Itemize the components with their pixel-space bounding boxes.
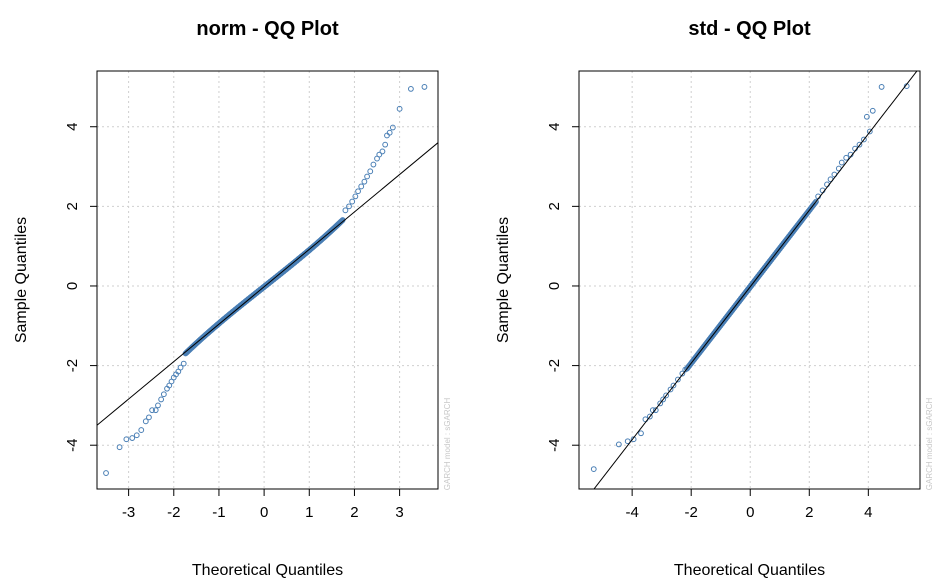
data-point [863, 113, 870, 120]
data-point [630, 436, 637, 443]
points [590, 83, 910, 473]
data-point [138, 427, 145, 433]
x-tick-label: -3 [122, 504, 135, 521]
data-point [346, 203, 352, 210]
data-point [376, 151, 383, 158]
data-point [364, 173, 370, 180]
y-axis-label: Sample Quantiles [13, 217, 30, 343]
data-point [158, 396, 165, 403]
x-tick-label: 2 [805, 504, 813, 521]
data-point [869, 107, 876, 114]
reference-line [97, 142, 438, 426]
data-point [660, 396, 667, 403]
data-point [379, 148, 386, 155]
data-point [342, 207, 349, 214]
data-point [116, 444, 123, 451]
y-tick-label: 0 [64, 282, 81, 290]
y-tick-label: -4 [546, 439, 563, 452]
data-point [861, 136, 867, 143]
reference-line [593, 71, 918, 489]
y-tick-label: -2 [546, 359, 563, 372]
x-tick-label: -2 [685, 504, 698, 521]
data-point [133, 432, 140, 439]
y-tick-label: -2 [64, 359, 81, 372]
data-point [866, 128, 873, 135]
y-axis-label: Sample Quantiles [495, 217, 512, 343]
data-point [675, 376, 681, 383]
data-point [367, 168, 374, 175]
model-watermark: GARCH model : sGARCH [925, 398, 934, 491]
plot-frame [96, 70, 439, 490]
x-axis-label: Theoretical Quantiles [674, 562, 825, 579]
data-point [812, 199, 819, 206]
data-point [670, 382, 677, 389]
data-point [421, 84, 428, 90]
data-point [396, 105, 403, 112]
data-point [652, 407, 659, 414]
chart-title: std - QQ Plot [688, 18, 811, 40]
data-point [177, 364, 184, 371]
data-point [384, 132, 390, 139]
data-point [129, 435, 136, 441]
x-tick-label: 0 [260, 504, 268, 521]
x-tick-label: -2 [167, 504, 180, 521]
x-tick-label: 4 [864, 504, 872, 521]
data-point [813, 198, 819, 205]
data-point [638, 430, 644, 437]
chart-title: norm - QQ Plot [196, 18, 339, 40]
x-tick-label: 3 [395, 504, 403, 521]
data-point [146, 414, 152, 421]
data-point [152, 407, 159, 414]
data-point [386, 129, 393, 136]
data-point [149, 407, 156, 414]
data-point [408, 86, 414, 92]
x-axis-label: Theoretical Quantiles [192, 562, 343, 579]
points [103, 84, 428, 476]
data-point [361, 178, 368, 185]
data-point [646, 413, 653, 420]
data-point [624, 438, 631, 445]
data-point [142, 418, 149, 425]
data-point [358, 183, 365, 190]
data-point [103, 470, 109, 476]
model-watermark: GARCH model : sGARCH [443, 398, 452, 491]
data-point [155, 402, 161, 409]
data-point [615, 441, 622, 448]
data-point [389, 124, 396, 131]
data-point [160, 391, 167, 398]
x-tick-label: -1 [212, 504, 225, 521]
data-point [180, 360, 187, 367]
y-tick-label: 0 [546, 282, 563, 290]
plot-frame [578, 70, 921, 490]
data-point [657, 400, 664, 407]
x-tick-label: 0 [746, 504, 754, 521]
y-tick-label: 2 [64, 202, 81, 210]
data-point [878, 84, 885, 90]
y-tick-label: 4 [546, 123, 563, 131]
data-point [370, 161, 377, 168]
data-point [679, 370, 686, 377]
qq-panel-1: -3 -2 -1 0 1 2 3 -4 -2 0 2 4 norm - QQ Plot Theoretic… [13, 18, 452, 579]
y-tick-label: 4 [64, 123, 81, 131]
y-tick-label: -4 [64, 439, 81, 452]
data-point [590, 466, 597, 473]
data-point [682, 366, 689, 373]
y-tick-label: 2 [546, 202, 563, 210]
data-point [355, 188, 361, 195]
x-tick-label: 1 [305, 504, 313, 521]
data-point [349, 198, 356, 205]
data-point [843, 154, 850, 161]
grid [97, 71, 438, 489]
data-point [667, 386, 674, 393]
x-tick-label: -4 [625, 504, 638, 521]
data-point [352, 193, 359, 200]
qq-panel-2: -4 -2 0 2 4 -4 -2 0 2 4 std - QQ Plot Theoretical Q… [495, 18, 934, 579]
data-point [382, 141, 389, 148]
data-point [856, 141, 863, 148]
data-point [838, 159, 845, 166]
x-tick-label: 2 [350, 504, 358, 521]
data-point [663, 392, 669, 399]
data-point [123, 436, 130, 443]
